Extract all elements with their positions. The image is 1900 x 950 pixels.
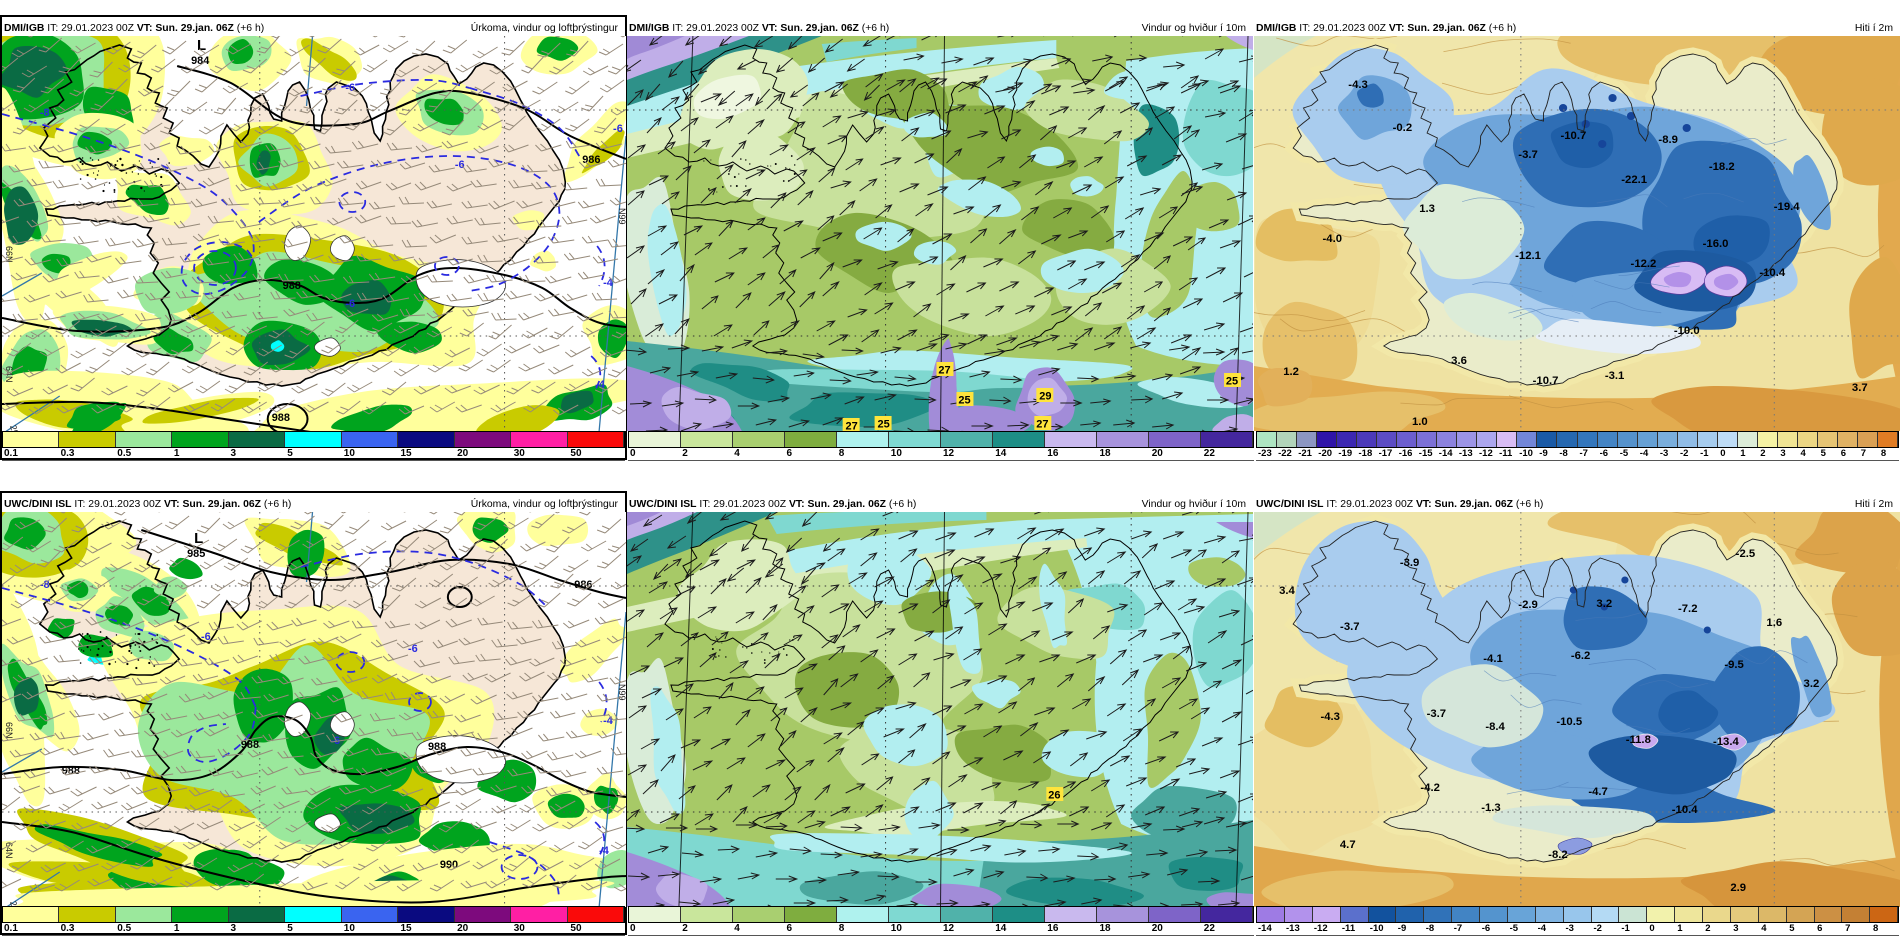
svg-text:64N: 64N — [4, 366, 14, 382]
svg-text:27: 27 — [938, 364, 950, 376]
svg-text:-10.7: -10.7 — [1533, 375, 1559, 387]
svg-text:25: 25 — [958, 394, 970, 406]
svg-text:1.3: 1.3 — [1419, 203, 1435, 215]
svg-text:-6: -6 — [201, 631, 211, 643]
svg-text:990: 990 — [440, 859, 458, 871]
svg-text:3.7: 3.7 — [1852, 382, 1868, 394]
svg-text:3.4: 3.4 — [1279, 585, 1296, 597]
svg-text:25W: 25W — [8, 900, 23, 907]
svg-text:L: L — [197, 37, 206, 54]
svg-text:988: 988 — [62, 765, 80, 777]
svg-text:-12.2: -12.2 — [1631, 258, 1657, 270]
svg-text:-2.5: -2.5 — [1736, 548, 1756, 560]
svg-text:-8.9: -8.9 — [1658, 134, 1678, 146]
svg-text:N99: N99 — [617, 684, 626, 701]
svg-text:25: 25 — [1226, 375, 1238, 387]
svg-text:-4.0: -4.0 — [1323, 233, 1343, 245]
svg-text:-16.0: -16.0 — [1703, 238, 1729, 250]
svg-text:29: 29 — [1039, 390, 1051, 402]
svg-text:27: 27 — [1036, 418, 1048, 430]
svg-text:-8.4: -8.4 — [1485, 721, 1505, 733]
svg-text:-10.5: -10.5 — [1556, 716, 1582, 728]
svg-text:-4: -4 — [599, 845, 610, 857]
svg-text:-9.5: -9.5 — [1724, 659, 1744, 671]
svg-text:-19.4: -19.4 — [1774, 201, 1801, 213]
svg-text:985: 985 — [187, 548, 205, 560]
svg-text:3.2: 3.2 — [1596, 598, 1612, 610]
svg-text:25W: 25W — [8, 424, 23, 431]
svg-text:-2.9: -2.9 — [1518, 599, 1538, 611]
svg-text:-18.2: -18.2 — [1709, 161, 1735, 173]
svg-text:-4.7: -4.7 — [1588, 786, 1608, 798]
svg-text:-4.1: -4.1 — [1483, 653, 1503, 665]
svg-text:-6: -6 — [345, 298, 355, 310]
svg-text:2.9: 2.9 — [1730, 882, 1746, 894]
svg-text:1.6: 1.6 — [1766, 617, 1782, 629]
svg-text:-6: -6 — [613, 123, 623, 135]
svg-text:-12.1: -12.1 — [1515, 250, 1541, 262]
svg-text:-0.2: -0.2 — [1393, 122, 1413, 134]
svg-text:-11.8: -11.8 — [1626, 734, 1651, 746]
svg-text:27: 27 — [846, 420, 858, 431]
svg-text:988: 988 — [241, 739, 259, 751]
svg-text:66N: 66N — [4, 246, 14, 262]
svg-text:-22.1: -22.1 — [1621, 174, 1647, 186]
svg-text:-4: -4 — [603, 277, 614, 289]
svg-text:-3.7: -3.7 — [1340, 621, 1360, 633]
svg-text:-1.3: -1.3 — [1481, 802, 1501, 814]
svg-text:988: 988 — [283, 280, 301, 292]
svg-text:-10.4: -10.4 — [1759, 267, 1786, 279]
svg-text:-13.4: -13.4 — [1713, 736, 1740, 748]
svg-text:-10.0: -10.0 — [1674, 325, 1700, 337]
svg-text:3.6: 3.6 — [1451, 355, 1467, 367]
svg-text:N99: N99 — [617, 208, 626, 225]
svg-text:25: 25 — [877, 418, 889, 430]
svg-text:988: 988 — [272, 412, 290, 424]
svg-text:1.2: 1.2 — [1283, 366, 1299, 378]
svg-text:-4: -4 — [595, 379, 606, 391]
svg-text:-6.2: -6.2 — [1571, 650, 1591, 662]
svg-text:3.2: 3.2 — [1804, 678, 1820, 690]
svg-text:-8: -8 — [40, 579, 50, 591]
svg-text:-6: -6 — [408, 643, 418, 655]
svg-text:-4.2: -4.2 — [1420, 782, 1440, 794]
svg-text:-4.3: -4.3 — [1348, 79, 1368, 91]
svg-text:-7.2: -7.2 — [1678, 603, 1698, 615]
svg-text:-3.1: -3.1 — [1605, 370, 1625, 382]
svg-text:-4: -4 — [603, 715, 614, 727]
svg-text:984: 984 — [191, 55, 210, 67]
svg-text:26: 26 — [1048, 789, 1060, 801]
svg-text:-3.7: -3.7 — [1427, 708, 1447, 720]
svg-text:-8: -8 — [40, 107, 50, 119]
svg-text:-10.7: -10.7 — [1560, 130, 1586, 142]
svg-text:L: L — [194, 530, 203, 547]
svg-text:-6: -6 — [455, 159, 465, 171]
svg-text:988: 988 — [428, 741, 446, 753]
svg-text:-3.9: -3.9 — [1400, 557, 1420, 569]
svg-text:-10.4: -10.4 — [1672, 804, 1699, 816]
svg-text:64N: 64N — [4, 842, 14, 858]
svg-text:-4.3: -4.3 — [1320, 711, 1340, 723]
svg-text:-3.7: -3.7 — [1518, 149, 1538, 161]
svg-text:66N: 66N — [4, 722, 14, 738]
svg-text:-8.2: -8.2 — [1548, 849, 1568, 861]
svg-text:1.0: 1.0 — [1412, 416, 1428, 428]
svg-text:4.7: 4.7 — [1340, 839, 1356, 851]
svg-text:-6: -6 — [345, 82, 355, 94]
